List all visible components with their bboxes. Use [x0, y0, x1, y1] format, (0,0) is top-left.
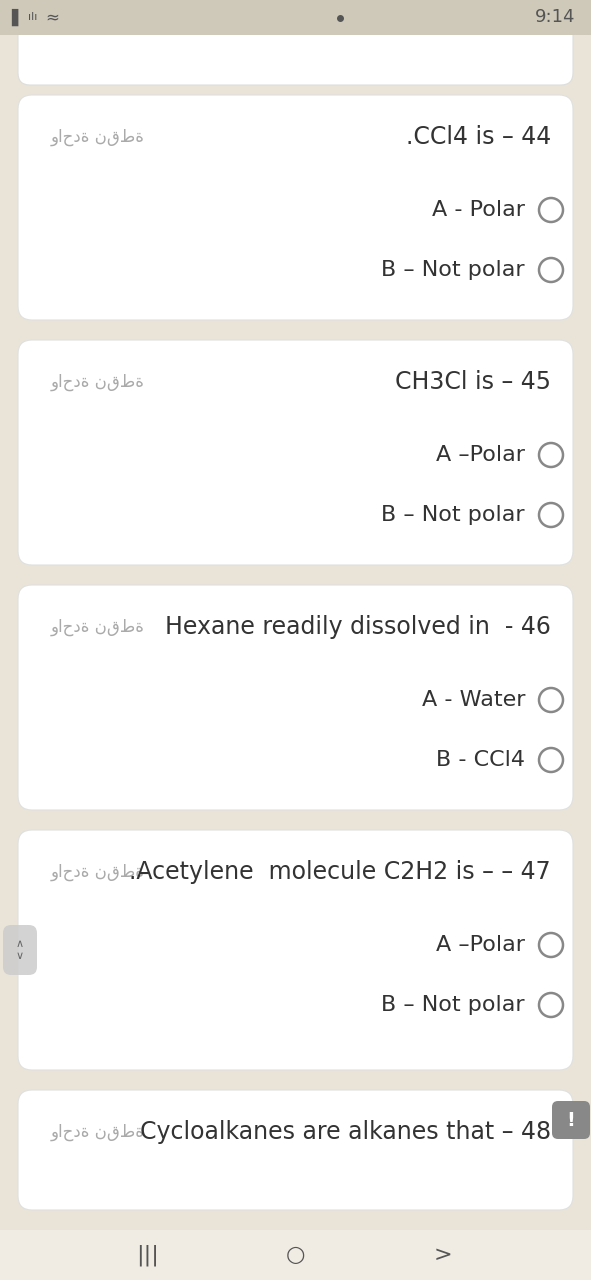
- Text: واحدة نقطة: واحدة نقطة: [51, 372, 145, 390]
- FancyBboxPatch shape: [3, 925, 37, 975]
- Text: ○: ○: [285, 1245, 305, 1265]
- Text: B – Not polar: B – Not polar: [381, 506, 525, 525]
- Text: واحدة نقطة: واحدة نقطة: [51, 128, 145, 146]
- Text: واحدة نقطة: واحدة نقطة: [51, 863, 145, 881]
- FancyBboxPatch shape: [18, 95, 573, 320]
- FancyBboxPatch shape: [18, 829, 573, 1070]
- Text: A - Polar: A - Polar: [432, 200, 525, 220]
- Text: واحدة نقطة: واحدة نقطة: [51, 1123, 145, 1140]
- Text: CH3Cl is – 45: CH3Cl is – 45: [395, 370, 551, 394]
- Text: ≈: ≈: [45, 9, 59, 27]
- Text: .CCl4 is – 44: .CCl4 is – 44: [406, 125, 551, 148]
- Text: ∧: ∧: [16, 940, 24, 948]
- Text: >: >: [434, 1245, 452, 1265]
- FancyBboxPatch shape: [552, 1101, 590, 1139]
- Text: Hexane readily dissolved in  - 46: Hexane readily dissolved in - 46: [165, 614, 551, 639]
- Text: B – Not polar: B – Not polar: [381, 260, 525, 280]
- Text: ▌: ▌: [12, 9, 24, 27]
- FancyBboxPatch shape: [0, 0, 591, 35]
- Text: A –Polar: A –Polar: [436, 445, 525, 465]
- Text: ∨: ∨: [16, 951, 24, 961]
- Text: A –Polar: A –Polar: [436, 934, 525, 955]
- Text: B - CCl4: B - CCl4: [436, 750, 525, 771]
- Text: B – Not polar: B – Not polar: [381, 995, 525, 1015]
- Text: واحدة نقطة: واحدة نقطة: [51, 618, 145, 636]
- FancyBboxPatch shape: [0, 1230, 591, 1280]
- FancyBboxPatch shape: [18, 10, 573, 84]
- Text: A - Water: A - Water: [421, 690, 525, 710]
- FancyBboxPatch shape: [18, 340, 573, 564]
- FancyBboxPatch shape: [18, 1091, 573, 1210]
- Text: !: !: [567, 1111, 576, 1129]
- FancyBboxPatch shape: [18, 585, 573, 810]
- Text: ılı: ılı: [28, 13, 38, 23]
- Text: .Acetylene  molecule C2H2 is – – 47: .Acetylene molecule C2H2 is – – 47: [129, 860, 551, 884]
- Text: 9:14: 9:14: [534, 9, 575, 27]
- Text: Cycloalkanes are alkanes that – 48: Cycloalkanes are alkanes that – 48: [140, 1120, 551, 1144]
- Text: |||: |||: [137, 1244, 160, 1266]
